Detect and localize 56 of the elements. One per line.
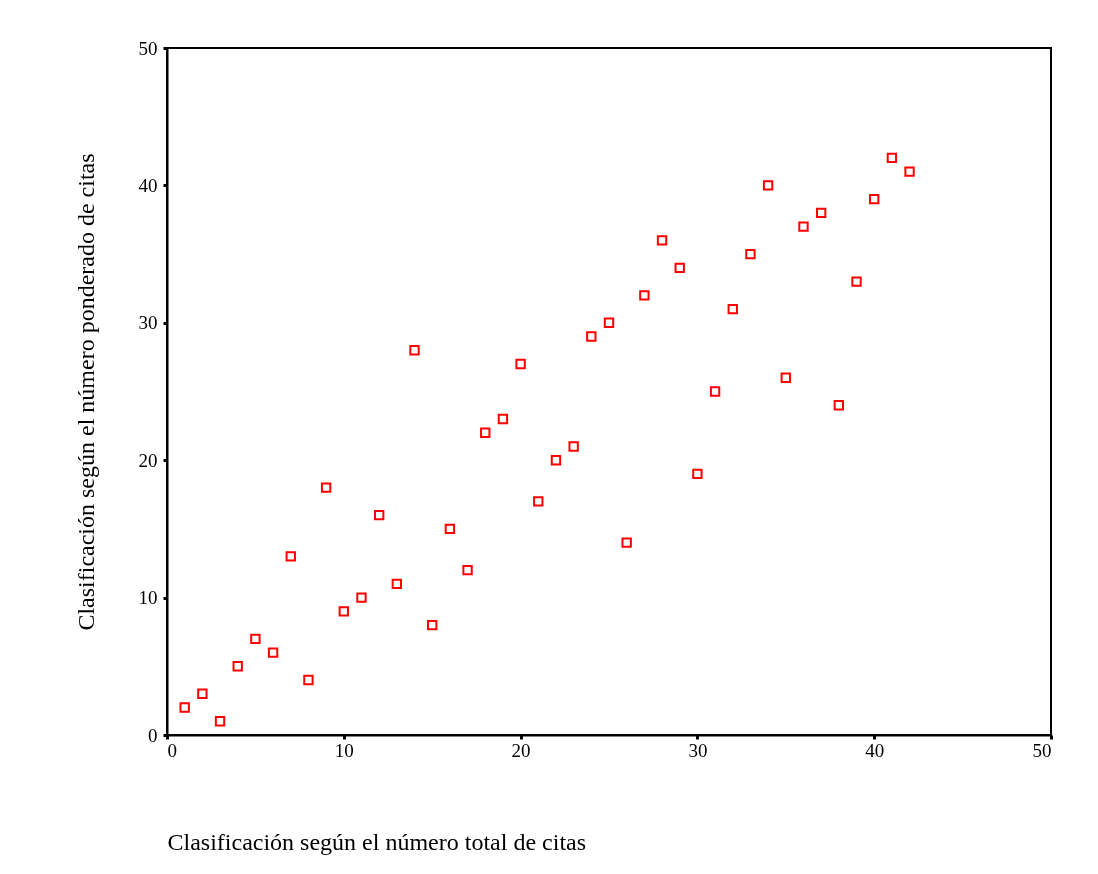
point	[709, 386, 721, 397]
y-tick-label: 50	[138, 37, 158, 59]
point	[267, 647, 279, 658]
point	[639, 290, 650, 301]
point	[232, 661, 243, 672]
point	[515, 358, 526, 370]
point	[179, 702, 190, 713]
point	[462, 564, 473, 576]
point	[338, 606, 349, 617]
point	[780, 372, 791, 383]
point	[798, 221, 809, 232]
y-tick-label: 40	[138, 174, 158, 196]
point	[727, 303, 738, 315]
x-tick-label: 20	[511, 739, 531, 761]
point	[869, 193, 880, 205]
point	[692, 468, 703, 480]
point	[851, 276, 862, 287]
point	[480, 427, 491, 438]
point	[603, 317, 615, 328]
x-tick-label: 0	[167, 739, 177, 761]
y-tick-label: 30	[138, 312, 158, 334]
point	[674, 262, 685, 274]
point	[815, 207, 827, 219]
point	[303, 674, 314, 686]
point	[568, 441, 579, 452]
point	[656, 235, 668, 246]
point	[391, 578, 403, 590]
y-tick-label: 0	[148, 724, 158, 746]
x-tick-label: 30	[688, 739, 708, 761]
point	[550, 455, 562, 466]
y-tick-label: 10	[138, 587, 158, 609]
point	[621, 537, 632, 548]
point	[533, 496, 544, 507]
point	[586, 331, 597, 342]
y-axis-title: Clasificación según el número ponderado de citas	[72, 153, 99, 631]
point	[356, 592, 367, 603]
x-tick-label: 40	[865, 739, 885, 761]
point	[886, 152, 898, 164]
point	[904, 166, 915, 177]
point	[762, 180, 774, 191]
point	[320, 482, 332, 493]
x-tick-label: 10	[334, 739, 354, 761]
x-tick-label: 50	[1032, 739, 1052, 761]
point	[409, 345, 420, 356]
point	[444, 523, 456, 535]
point	[250, 633, 261, 644]
point	[197, 688, 208, 699]
point	[833, 400, 845, 411]
point	[497, 413, 509, 425]
point	[285, 551, 296, 562]
point	[745, 248, 756, 260]
y-tick-label: 20	[138, 449, 158, 471]
x-axis-title: Clasificación según el número total de citas	[167, 828, 587, 855]
point	[427, 619, 438, 631]
point	[373, 509, 385, 521]
point	[214, 716, 226, 727]
